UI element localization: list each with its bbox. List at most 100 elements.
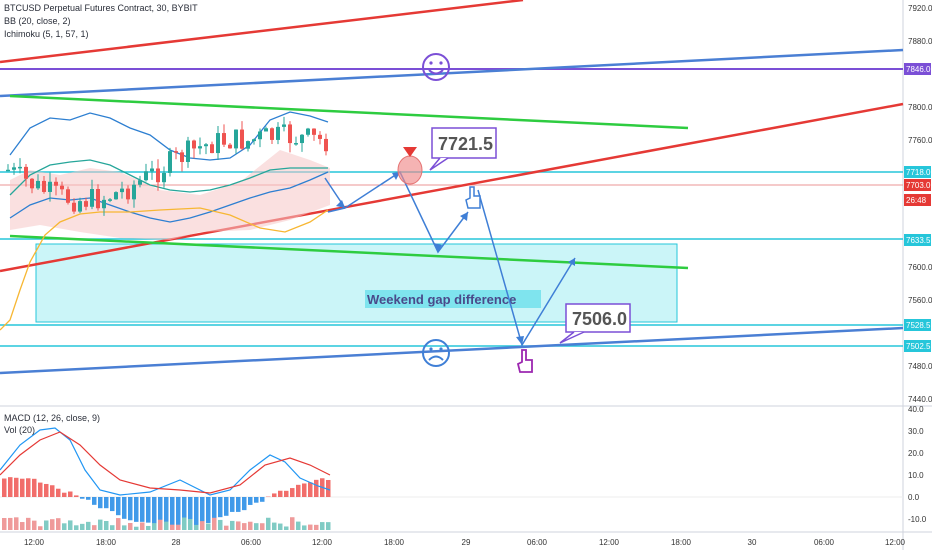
time-tick-label: 29 xyxy=(462,538,471,547)
volume-bar xyxy=(326,522,331,530)
macd-histogram-bar xyxy=(218,497,223,518)
macd-histogram-bar xyxy=(140,497,145,522)
vol-legend[interactable]: Vol (20) xyxy=(4,425,36,435)
macd-histogram-bar xyxy=(86,497,91,500)
price-tag-label: 7502.5 xyxy=(906,342,931,351)
ichimoku-legend[interactable]: Ichimoku (5, 1, 57, 1) xyxy=(4,29,89,39)
price-tag-bg xyxy=(904,194,931,206)
macd-histogram-bar xyxy=(302,483,307,497)
trendline-blue-upper[interactable] xyxy=(0,48,904,98)
macd-histogram-bar xyxy=(206,497,211,524)
callout-high-value: 7721.5 xyxy=(438,134,493,154)
candle-body xyxy=(324,138,328,152)
macd-histogram-bar xyxy=(8,477,13,497)
candle-body xyxy=(180,152,184,162)
macd-histogram-bar xyxy=(272,493,277,497)
frowning-face-icon[interactable] xyxy=(422,339,450,367)
macd-histogram-bar xyxy=(164,497,169,529)
macd-histogram-bar xyxy=(122,497,127,519)
candle-body xyxy=(84,201,88,207)
candle-body xyxy=(60,185,64,190)
price-tag-label: 26:48 xyxy=(906,196,927,205)
volume-bar xyxy=(32,520,37,530)
volume-bar xyxy=(200,521,205,530)
candle-body xyxy=(204,144,208,147)
price-tick-label: 7760.0 xyxy=(908,136,932,145)
pointing-hand-icon[interactable] xyxy=(465,186,481,209)
volume-bar xyxy=(50,519,55,530)
volume-bar xyxy=(56,518,61,530)
candle-body xyxy=(36,180,40,189)
volume-bar xyxy=(212,517,217,530)
macd-histogram-bar xyxy=(176,497,181,527)
macd-histogram-bar xyxy=(260,497,265,502)
candle-body xyxy=(162,172,166,183)
macd-legend[interactable]: MACD (12, 26, close, 9) xyxy=(4,413,101,423)
macd-histogram-bar xyxy=(98,497,103,509)
candle-body xyxy=(144,171,148,181)
bb-legend[interactable]: BB (20, close, 2) xyxy=(4,16,71,26)
candle-body xyxy=(42,180,46,192)
candle-body xyxy=(168,151,172,173)
volume-bar xyxy=(146,525,151,530)
price-tick-label: 7560.0 xyxy=(908,296,932,305)
candle-body xyxy=(150,168,154,172)
price-tick-label: 7880.0 xyxy=(908,37,932,46)
macd-histogram-bar xyxy=(242,497,247,511)
candle-body xyxy=(72,202,76,212)
candle-body xyxy=(228,144,232,149)
channel-green-upper[interactable] xyxy=(9,94,689,130)
macd-histogram-bar xyxy=(170,497,175,528)
macd-histogram-bar xyxy=(296,484,301,497)
volume-bar xyxy=(74,525,79,530)
volume-bar xyxy=(140,522,145,530)
price-tick-label: 7600.0 xyxy=(908,263,932,272)
macd-histogram-bar xyxy=(68,491,73,497)
gap-label-background xyxy=(365,290,541,308)
candle-body xyxy=(102,199,106,209)
pointing-hand-down-icon[interactable] xyxy=(516,349,533,373)
volume-bar xyxy=(224,525,229,530)
macd-tick-label: 10.0 xyxy=(908,471,924,480)
volume-bar xyxy=(278,523,283,530)
trendline-red-upper[interactable] xyxy=(0,0,524,64)
callout-pointer-high xyxy=(429,157,449,171)
smiling-face-icon[interactable] xyxy=(422,53,450,81)
callout-box-low[interactable] xyxy=(565,303,631,333)
volume-bar xyxy=(272,522,277,530)
macd-histogram-bar xyxy=(134,497,139,522)
callout-low-value: 7506.0 xyxy=(572,309,627,329)
candle-body xyxy=(108,199,112,201)
macd-histogram-bar xyxy=(284,490,289,497)
macd-histogram-bar xyxy=(14,477,19,497)
macd-histogram-bar xyxy=(32,478,37,497)
candlestick-series[interactable] xyxy=(6,116,328,216)
volume-bar xyxy=(116,518,121,530)
volume-bar xyxy=(80,523,85,530)
macd-histogram-bar xyxy=(278,490,283,497)
callout-box-high[interactable] xyxy=(431,127,497,159)
volume-bar xyxy=(68,520,73,530)
candle-body xyxy=(96,189,100,209)
macd-histogram-bar xyxy=(194,497,199,527)
macd-histogram-bar xyxy=(26,478,31,497)
candle-body xyxy=(132,184,136,200)
macd-histogram-bar xyxy=(50,485,55,497)
macd-histogram-bar xyxy=(152,497,157,527)
macd-histogram-bar xyxy=(56,488,61,497)
volume-bar xyxy=(2,518,7,530)
volume-bar xyxy=(134,526,139,530)
volume-bar xyxy=(62,523,67,530)
macd-histogram-bar xyxy=(188,497,193,525)
pivot-highlight-circle[interactable] xyxy=(397,155,423,185)
macd-histogram-bar xyxy=(248,497,253,505)
candle-body xyxy=(192,140,196,149)
symbol-legend[interactable]: BTCUSD Perpetual Futures Contract, 30, B… xyxy=(4,3,198,13)
candle-body xyxy=(288,124,292,144)
macd-tick-label: 20.0 xyxy=(908,449,924,458)
trendline-blue-lower[interactable] xyxy=(0,326,904,375)
volume-bar xyxy=(230,520,235,530)
candle-body xyxy=(264,128,268,132)
time-tick-label: 12:00 xyxy=(24,538,45,547)
